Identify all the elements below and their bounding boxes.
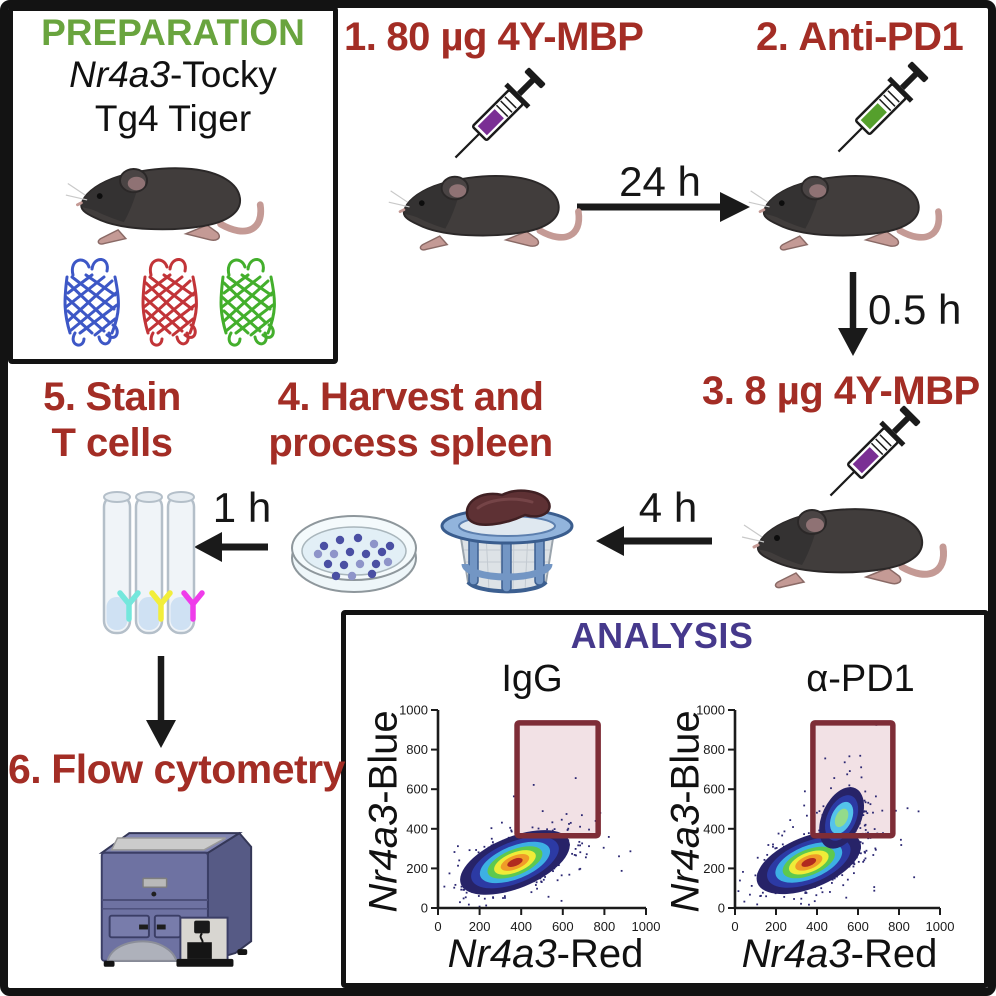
arrow-down-step6-icon [146, 656, 176, 748]
step2-label: 2. Anti-PD1 [756, 15, 964, 59]
cell-strainer-icon [436, 494, 578, 600]
fluorescent-protein-icon [219, 257, 276, 347]
y-axis-label-apd1: Nr4a3-Blue [663, 710, 708, 913]
timing-1h: 1 h [212, 484, 272, 531]
fluorescent-protein-icon [141, 257, 198, 347]
timing-24h: 24 h [619, 158, 701, 205]
plot-title-igg: IgG [501, 658, 563, 700]
arrow-1h-icon [194, 532, 268, 562]
step4-label: 4. Harvest and process spleen [268, 375, 553, 465]
timing-0-5h: 0.5 h [868, 286, 962, 333]
petri-dish-icon [291, 515, 417, 593]
syringe-icon [825, 56, 934, 165]
plot-title-apd1: α-PD1 [806, 658, 915, 700]
step6-label: 6. Flow cytometry [8, 746, 345, 792]
strain-name-line1: Nr4a3-Tocky [69, 54, 277, 95]
syringe-icon [817, 400, 926, 509]
y-axis-label-igg: Nr4a3-Blue [361, 710, 406, 913]
step3-label: 3. 8 µg 4Y-MBP [702, 369, 980, 413]
fluorescent-protein-icon [63, 257, 120, 347]
analysis-title: ANALYSIS [570, 615, 754, 656]
step5-label: 5. Stain T cells [43, 375, 181, 465]
mouse-icon [745, 150, 945, 260]
syringe-icon [442, 62, 551, 171]
timing-4h: 4 h [638, 484, 698, 531]
mouse-icon [62, 142, 267, 254]
test-tubes-icon [100, 487, 204, 642]
x-axis-label-apd1: Nr4a3-Red [741, 932, 938, 976]
step1-label: 1. 80 µg 4Y-MBP [344, 15, 644, 59]
x-axis-label-igg: Nr4a3-Red [447, 932, 644, 976]
strain-name-line2: Tg4 Tiger [94, 98, 252, 139]
arrow-0.5h-icon [838, 272, 868, 356]
preparation-title: PREPARATION [41, 12, 305, 53]
flow-cytometer-icon [100, 832, 253, 968]
